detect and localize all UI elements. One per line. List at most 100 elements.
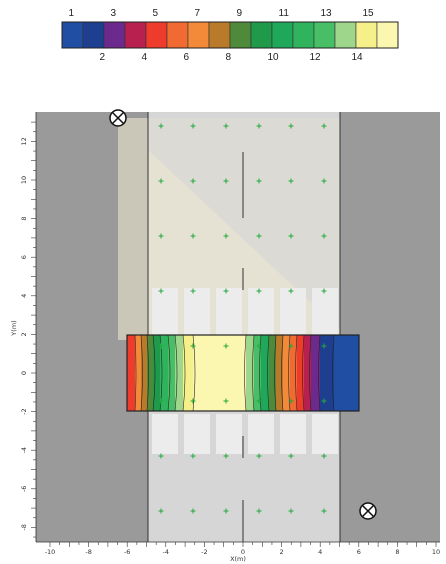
x-tick-label: 4 <box>318 548 322 556</box>
legend-label: 2 <box>99 52 106 63</box>
y-tick-label: -2 <box>20 408 28 414</box>
calc-point <box>158 123 164 129</box>
x-tick-label: 2 <box>280 548 284 556</box>
x-tick-label: -10 <box>45 548 56 556</box>
calc-point <box>256 123 262 129</box>
calc-point <box>321 178 327 184</box>
legend-label: 5 <box>152 8 159 19</box>
calc-point <box>288 123 294 129</box>
calculation-points <box>158 123 327 514</box>
calc-point <box>158 288 164 294</box>
x-tick-label: 8 <box>395 548 399 556</box>
calc-point <box>158 453 164 459</box>
calc-point <box>158 233 164 239</box>
y-tick-label: 10 <box>20 176 28 184</box>
calc-point <box>288 343 294 349</box>
calc-point <box>288 453 294 459</box>
calc-point <box>223 343 229 349</box>
y-tick-label: 8 <box>20 217 28 221</box>
calc-point <box>256 453 262 459</box>
y-tick-label: 2 <box>20 332 28 336</box>
luminaire-icon <box>109 109 127 127</box>
calc-point <box>256 398 262 404</box>
luminaire-icon <box>359 502 377 520</box>
legend-label: 13 <box>320 8 332 19</box>
y-tick-label: -6 <box>20 486 28 492</box>
calc-point <box>223 508 229 514</box>
calc-point <box>190 288 196 294</box>
x-tick-label: -6 <box>124 548 130 556</box>
legend-label: 11 <box>278 8 289 19</box>
calc-point <box>223 178 229 184</box>
calc-point <box>190 453 196 459</box>
x-tick-label: 10 <box>432 548 440 556</box>
legend-label: 15 <box>362 8 374 19</box>
calc-point <box>190 233 196 239</box>
calc-point <box>288 233 294 239</box>
calc-point <box>321 288 327 294</box>
calc-point <box>288 508 294 514</box>
legend-label: 10 <box>267 52 279 63</box>
x-tick-label: -4 <box>163 548 169 556</box>
calc-point <box>223 453 229 459</box>
calc-point <box>190 178 196 184</box>
calc-point <box>321 343 327 349</box>
calc-point <box>321 508 327 514</box>
calc-point <box>321 123 327 129</box>
crosswalk-top <box>152 288 338 336</box>
calc-point <box>256 343 262 349</box>
legend-label: 4 <box>141 52 148 63</box>
y-tick-label: -8 <box>20 524 28 530</box>
calc-point <box>158 508 164 514</box>
y-axis-ticks: 12 10 8 6 4 2 0 -2 -4 -6 -8 <box>20 121 36 538</box>
legend-colorbar <box>61 21 399 49</box>
calc-point <box>256 178 262 184</box>
calc-point <box>321 398 327 404</box>
light-cone-shadow <box>148 112 340 330</box>
calc-point <box>190 123 196 129</box>
x-axis-ticks: -10 -8 -6 -4 -2 0 2 4 6 8 10 <box>45 542 440 556</box>
calc-point <box>321 233 327 239</box>
calc-point <box>223 123 229 129</box>
legend-label: 7 <box>194 8 201 19</box>
calc-point <box>321 453 327 459</box>
calc-point <box>223 233 229 239</box>
calc-point <box>158 343 164 349</box>
legend-label: 1 <box>68 8 75 19</box>
y-axis-label: Y(m) <box>10 320 18 336</box>
legend-frame <box>61 21 399 49</box>
x-tick-label: -8 <box>85 548 91 556</box>
legend-label: 14 <box>351 52 363 63</box>
calc-point <box>288 178 294 184</box>
legend-label: 8 <box>225 52 232 63</box>
legend-label: 3 <box>110 8 117 19</box>
right-sidewalk <box>340 112 440 542</box>
y-tick-label: 6 <box>20 255 28 259</box>
calc-point <box>190 508 196 514</box>
calc-point <box>158 398 164 404</box>
calc-point <box>256 508 262 514</box>
calc-point <box>190 398 196 404</box>
x-tick-label: -2 <box>201 548 207 556</box>
calc-point <box>288 288 294 294</box>
y-tick-label: 0 <box>20 371 28 375</box>
legend-label: 9 <box>236 8 243 19</box>
calc-point <box>223 398 229 404</box>
x-tick-label: 0 <box>241 548 245 556</box>
calc-point <box>256 288 262 294</box>
y-tick-label: 4 <box>20 294 28 298</box>
legend-label: 12 <box>309 52 321 63</box>
calc-point <box>158 178 164 184</box>
calc-point <box>223 288 229 294</box>
crosswalk-bottom <box>152 414 338 454</box>
y-tick-label: -4 <box>20 447 28 453</box>
calc-point <box>190 343 196 349</box>
calc-point <box>288 398 294 404</box>
calc-point <box>256 233 262 239</box>
x-tick-label: 6 <box>357 548 361 556</box>
legend-label: 6 <box>183 52 190 63</box>
x-axis-label: X(m) <box>230 555 246 563</box>
contour-box <box>126 334 360 412</box>
y-tick-label: 12 <box>20 137 28 145</box>
